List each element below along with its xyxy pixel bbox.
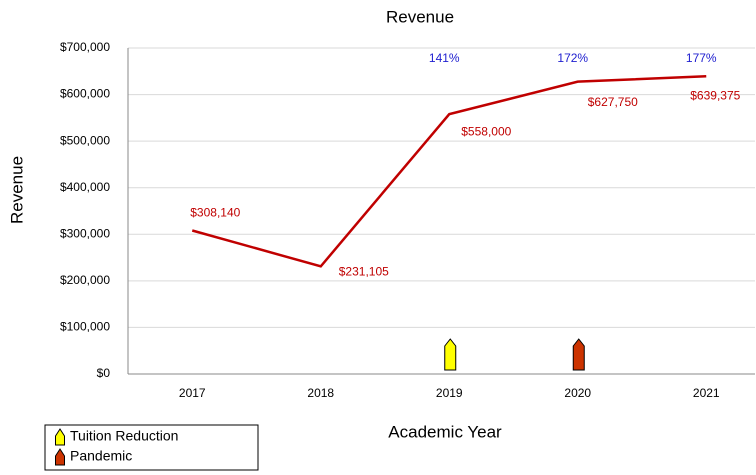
data-label: $627,750 [588, 95, 638, 109]
annotation: 141% [429, 51, 460, 65]
legend-label: Pandemic [70, 448, 132, 464]
x-tick-label: 2017 [179, 386, 206, 400]
y-tick-label: $200,000 [60, 273, 110, 287]
data-label: $308,140 [190, 206, 240, 220]
legend-swatch [55, 428, 65, 446]
data-label: $558,000 [461, 124, 511, 138]
chart-title: Revenue [386, 7, 454, 26]
legend-box [44, 424, 259, 471]
y-tick-label: $0 [97, 366, 111, 380]
legend-swatch [55, 448, 65, 466]
data-label: $639,375 [690, 88, 740, 102]
event-marker [444, 338, 457, 371]
legend-label: Tuition Reduction [70, 428, 178, 444]
y-axis-label: Revenue [7, 156, 26, 224]
y-tick-label: $600,000 [60, 87, 110, 101]
y-tick-label: $500,000 [60, 133, 110, 147]
y-tick-label: $700,000 [60, 40, 110, 54]
series-line [191, 74, 707, 268]
x-tick-label: 2019 [436, 386, 463, 400]
x-tick-label: 2021 [693, 386, 720, 400]
annotation: 172% [557, 51, 588, 65]
x-axis-label: Academic Year [388, 422, 502, 441]
x-tick-label: 2018 [307, 386, 334, 400]
annotation: 177% [686, 51, 717, 65]
y-tick-label: $400,000 [60, 180, 110, 194]
data-label: $231,105 [339, 265, 389, 279]
event-marker [572, 338, 585, 371]
y-tick-label: $300,000 [60, 226, 110, 240]
y-tick-label: $100,000 [60, 320, 110, 334]
x-tick-label: 2020 [564, 386, 591, 400]
